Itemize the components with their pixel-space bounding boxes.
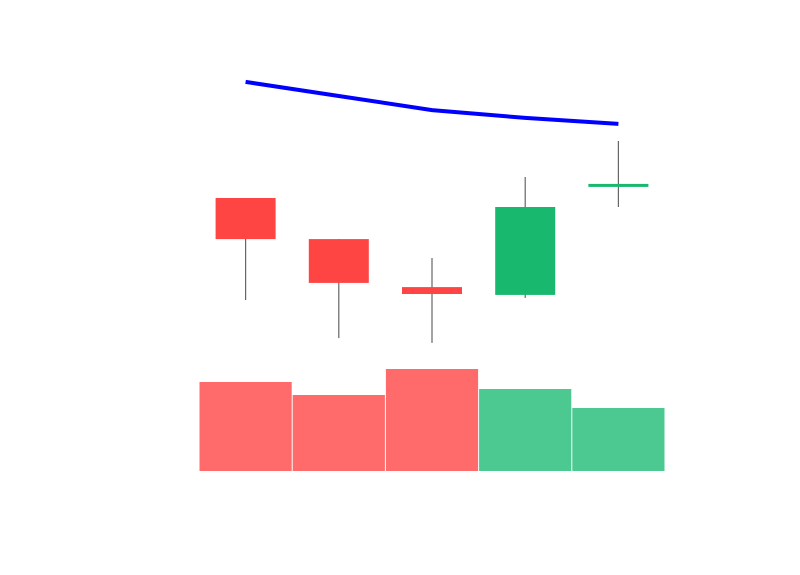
volume-bar <box>385 369 479 471</box>
candle-body <box>308 239 369 283</box>
candle-body <box>588 183 649 187</box>
volume-bar <box>572 408 665 471</box>
volume-bar <box>292 395 385 471</box>
volume-bar <box>199 382 292 471</box>
candle-body <box>215 198 276 240</box>
candle-body <box>402 287 462 294</box>
volume-bar <box>479 389 572 471</box>
moving-average-line <box>245 79 619 126</box>
candle-body <box>495 207 556 295</box>
